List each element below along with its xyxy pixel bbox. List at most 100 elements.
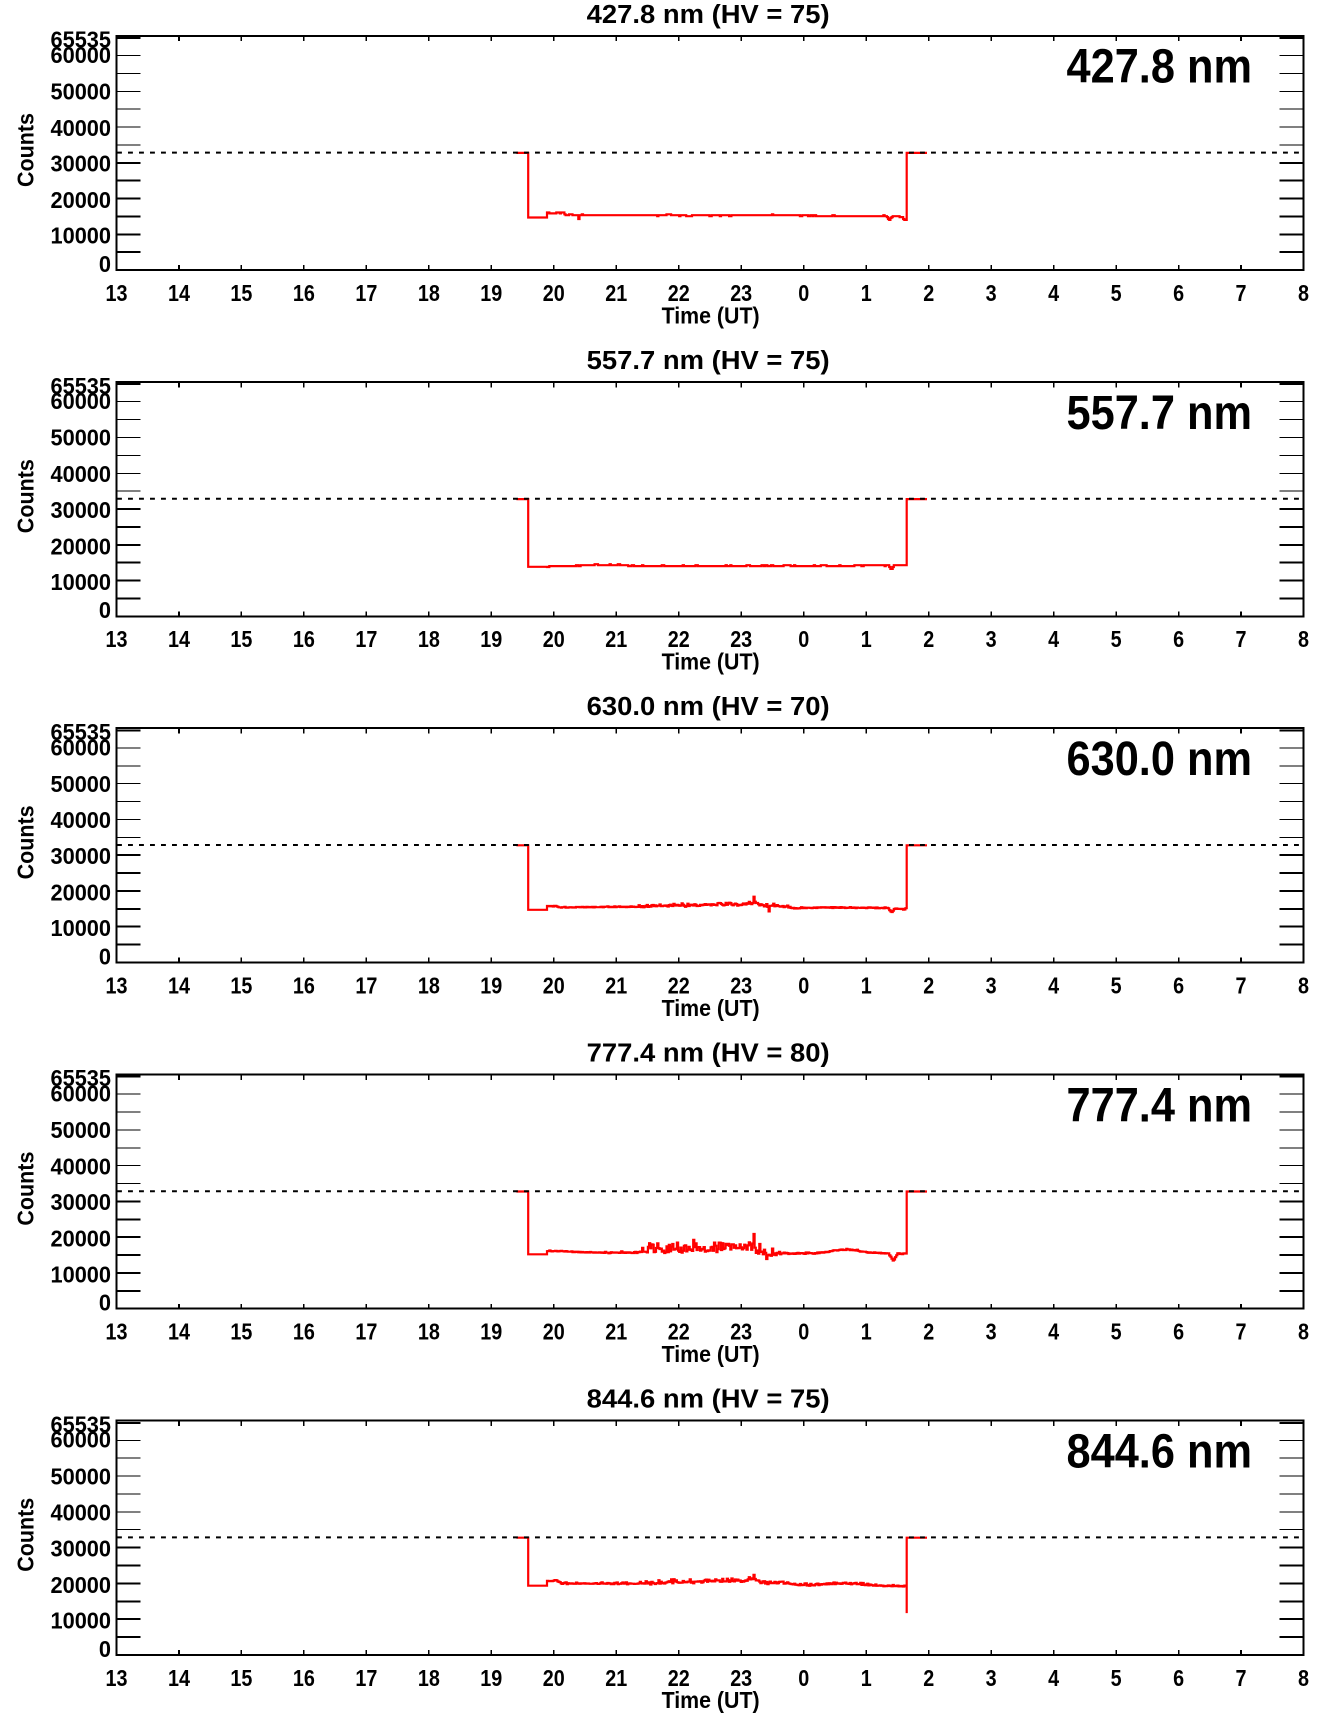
svg-text:0: 0	[798, 972, 809, 998]
svg-text:4: 4	[1048, 1665, 1059, 1691]
svg-text:65535: 65535	[51, 719, 112, 745]
svg-text:20000: 20000	[51, 187, 112, 213]
svg-text:16: 16	[293, 280, 315, 306]
svg-text:4: 4	[1048, 280, 1059, 306]
svg-text:22: 22	[668, 1319, 690, 1345]
svg-text:1: 1	[861, 280, 872, 306]
svg-text:557.7 nm: 557.7 nm	[1067, 387, 1253, 440]
svg-text:1: 1	[861, 972, 872, 998]
svg-text:8: 8	[1298, 1665, 1309, 1691]
svg-text:19: 19	[480, 1665, 502, 1691]
svg-text:19: 19	[480, 626, 502, 652]
svg-text:14: 14	[168, 972, 190, 998]
svg-text:13: 13	[106, 280, 128, 306]
svg-text:17: 17	[355, 972, 377, 998]
svg-text:0: 0	[99, 943, 111, 969]
svg-text:0: 0	[798, 1665, 809, 1691]
svg-text:2: 2	[923, 1665, 934, 1691]
svg-text:30000: 30000	[51, 497, 112, 523]
svg-text:18: 18	[418, 1319, 440, 1345]
svg-text:20: 20	[543, 1319, 565, 1345]
svg-text:13: 13	[106, 626, 128, 652]
svg-text:10000: 10000	[51, 1261, 112, 1287]
svg-text:20: 20	[543, 626, 565, 652]
svg-text:0: 0	[798, 626, 809, 652]
svg-text:3: 3	[986, 626, 997, 652]
svg-text:777.4 nm: 777.4 nm	[1067, 1079, 1253, 1132]
svg-text:6: 6	[1173, 1319, 1184, 1345]
svg-text:3: 3	[986, 1319, 997, 1345]
svg-text:30000: 30000	[51, 151, 112, 177]
svg-text:4: 4	[1048, 626, 1059, 652]
svg-text:60000: 60000	[51, 1427, 112, 1453]
svg-text:15: 15	[230, 280, 252, 306]
svg-text:14: 14	[168, 280, 190, 306]
svg-text:8: 8	[1298, 280, 1309, 306]
svg-text:630.0 nm (HV = 70): 630.0 nm (HV = 70)	[587, 693, 830, 721]
svg-text:14: 14	[168, 626, 190, 652]
svg-text:22: 22	[668, 280, 690, 306]
svg-text:60000: 60000	[51, 1081, 112, 1107]
svg-text:0: 0	[99, 251, 111, 277]
svg-text:19: 19	[480, 1319, 502, 1345]
svg-text:60000: 60000	[51, 388, 112, 414]
svg-text:1: 1	[861, 1319, 872, 1345]
svg-text:22: 22	[668, 1665, 690, 1691]
svg-text:10000: 10000	[51, 223, 112, 249]
svg-text:16: 16	[293, 1319, 315, 1345]
svg-text:Counts: Counts	[13, 1498, 39, 1572]
svg-text:10000: 10000	[51, 569, 112, 595]
svg-text:65535: 65535	[51, 373, 112, 399]
svg-text:1: 1	[861, 1665, 872, 1691]
svg-text:Time (UT): Time (UT)	[662, 649, 760, 675]
svg-text:630.0 nm: 630.0 nm	[1067, 733, 1253, 786]
svg-text:2: 2	[923, 972, 934, 998]
svg-text:17: 17	[355, 1665, 377, 1691]
svg-text:5: 5	[1111, 1319, 1122, 1345]
svg-text:40000: 40000	[51, 807, 112, 833]
svg-text:65535: 65535	[51, 27, 112, 53]
svg-text:50000: 50000	[51, 79, 112, 105]
svg-text:23: 23	[730, 1319, 752, 1345]
svg-text:14: 14	[168, 1319, 190, 1345]
svg-text:16: 16	[293, 972, 315, 998]
svg-text:19: 19	[480, 972, 502, 998]
svg-text:Counts: Counts	[13, 459, 39, 533]
svg-text:4: 4	[1048, 1319, 1059, 1345]
svg-text:5: 5	[1111, 1665, 1122, 1691]
svg-text:30000: 30000	[51, 843, 112, 869]
svg-text:427.8 nm (HV = 75): 427.8 nm (HV = 75)	[587, 1, 830, 29]
svg-text:18: 18	[418, 626, 440, 652]
svg-text:23: 23	[730, 626, 752, 652]
svg-text:Time (UT): Time (UT)	[662, 995, 760, 1021]
svg-text:13: 13	[106, 1665, 128, 1691]
svg-text:17: 17	[355, 1319, 377, 1345]
svg-text:40000: 40000	[51, 461, 112, 487]
svg-text:7: 7	[1236, 280, 1247, 306]
svg-text:22: 22	[668, 626, 690, 652]
svg-text:3: 3	[986, 1665, 997, 1691]
svg-text:0: 0	[99, 597, 111, 623]
svg-text:30000: 30000	[51, 1189, 112, 1215]
svg-text:65535: 65535	[51, 1411, 112, 1437]
svg-text:50000: 50000	[51, 771, 112, 797]
svg-text:21: 21	[605, 1665, 627, 1691]
svg-text:2: 2	[923, 280, 934, 306]
svg-text:5: 5	[1111, 626, 1122, 652]
svg-text:15: 15	[230, 1665, 252, 1691]
svg-text:3: 3	[986, 280, 997, 306]
svg-text:20000: 20000	[51, 533, 112, 559]
svg-text:30000: 30000	[51, 1535, 112, 1561]
svg-text:0: 0	[99, 1290, 111, 1316]
svg-text:23: 23	[730, 280, 752, 306]
svg-text:20: 20	[543, 1665, 565, 1691]
svg-text:21: 21	[605, 1319, 627, 1345]
svg-text:65535: 65535	[51, 1065, 112, 1091]
svg-text:7: 7	[1236, 1319, 1247, 1345]
svg-text:23: 23	[730, 1665, 752, 1691]
svg-text:15: 15	[230, 1319, 252, 1345]
svg-text:0: 0	[99, 1636, 111, 1662]
svg-text:50000: 50000	[51, 1117, 112, 1143]
svg-text:Counts: Counts	[13, 805, 39, 879]
svg-text:15: 15	[230, 626, 252, 652]
